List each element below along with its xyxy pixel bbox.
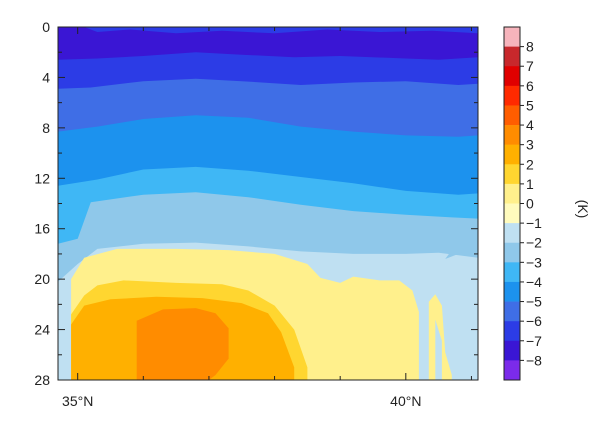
x-tick-label: 40°N: [390, 393, 421, 409]
colorbar-label: 0: [526, 196, 534, 212]
colorbar-swatch: [504, 360, 520, 381]
colorbar-label: 3: [526, 137, 534, 153]
colorbar-label: −4: [526, 274, 542, 290]
colorbar-label: −1: [526, 215, 542, 231]
colorbar-swatch: [504, 281, 520, 302]
colorbar-label: 7: [526, 58, 534, 74]
y-axis: 0 4 8 12 16 20 24 28: [34, 19, 478, 388]
colorbar-swatch: [504, 183, 520, 204]
colorbar-swatch: [504, 144, 520, 165]
x-axis: 35°N 40°N: [62, 27, 472, 409]
contour-fills: [58, 27, 478, 380]
colorbar-label: 5: [526, 97, 534, 113]
colorbar-swatch: [504, 223, 520, 244]
x-tick-label: 35°N: [62, 393, 93, 409]
contour-patch--3: [445, 241, 478, 259]
y-tick-label: 20: [34, 271, 50, 287]
colorbar-swatch: [504, 203, 520, 224]
colorbar-label: 6: [526, 78, 534, 94]
colorbar-swatch: [504, 301, 520, 322]
contour-patch--7: [84, 27, 478, 34]
y-tick-label: 12: [34, 170, 50, 186]
colorbar-swatch: [504, 66, 520, 87]
colorbar-label: 8: [526, 39, 534, 55]
contour-plot: [58, 27, 478, 380]
colorbar-swatch: [504, 242, 520, 263]
colorbar-label: −8: [526, 352, 542, 368]
colorbar-label: 4: [526, 117, 534, 133]
colorbar: 8 7 6 5 4 3 2 1 0 −1 −2 −3 −4 −5 −6 −7 −8: [503, 26, 542, 381]
colorbar-label: −3: [526, 254, 542, 270]
y-tick-label: 4: [42, 69, 50, 85]
colorbar-label: −2: [526, 235, 542, 251]
colorbar-label: −5: [526, 294, 542, 310]
y-tick-label: 28: [34, 372, 50, 388]
colorbar-swatch: [504, 164, 520, 185]
colorbar-unit: (K): [575, 200, 591, 219]
colorbar-swatch: [504, 85, 520, 106]
y-tick-label: 24: [34, 322, 50, 338]
colorbar-swatch: [504, 27, 520, 47]
colorbar-swatch: [504, 262, 520, 283]
contour-level-3: [136, 308, 229, 380]
colorbar-swatch: [504, 46, 520, 67]
y-tick-label: 0: [42, 19, 50, 35]
colorbar-label: 2: [526, 156, 534, 172]
colorbar-swatch: [504, 105, 520, 126]
colorbar-swatch: [504, 340, 520, 361]
colorbar-label: 1: [526, 176, 534, 192]
y-tick-label: 8: [42, 120, 50, 136]
colorbar-swatch: [504, 321, 520, 342]
colorbar-swatch: [504, 125, 520, 145]
contour-patch--2: [435, 319, 442, 380]
y-tick-label: 16: [34, 221, 50, 237]
colorbar-label: −6: [526, 313, 542, 329]
colorbar-label: −7: [526, 333, 542, 349]
